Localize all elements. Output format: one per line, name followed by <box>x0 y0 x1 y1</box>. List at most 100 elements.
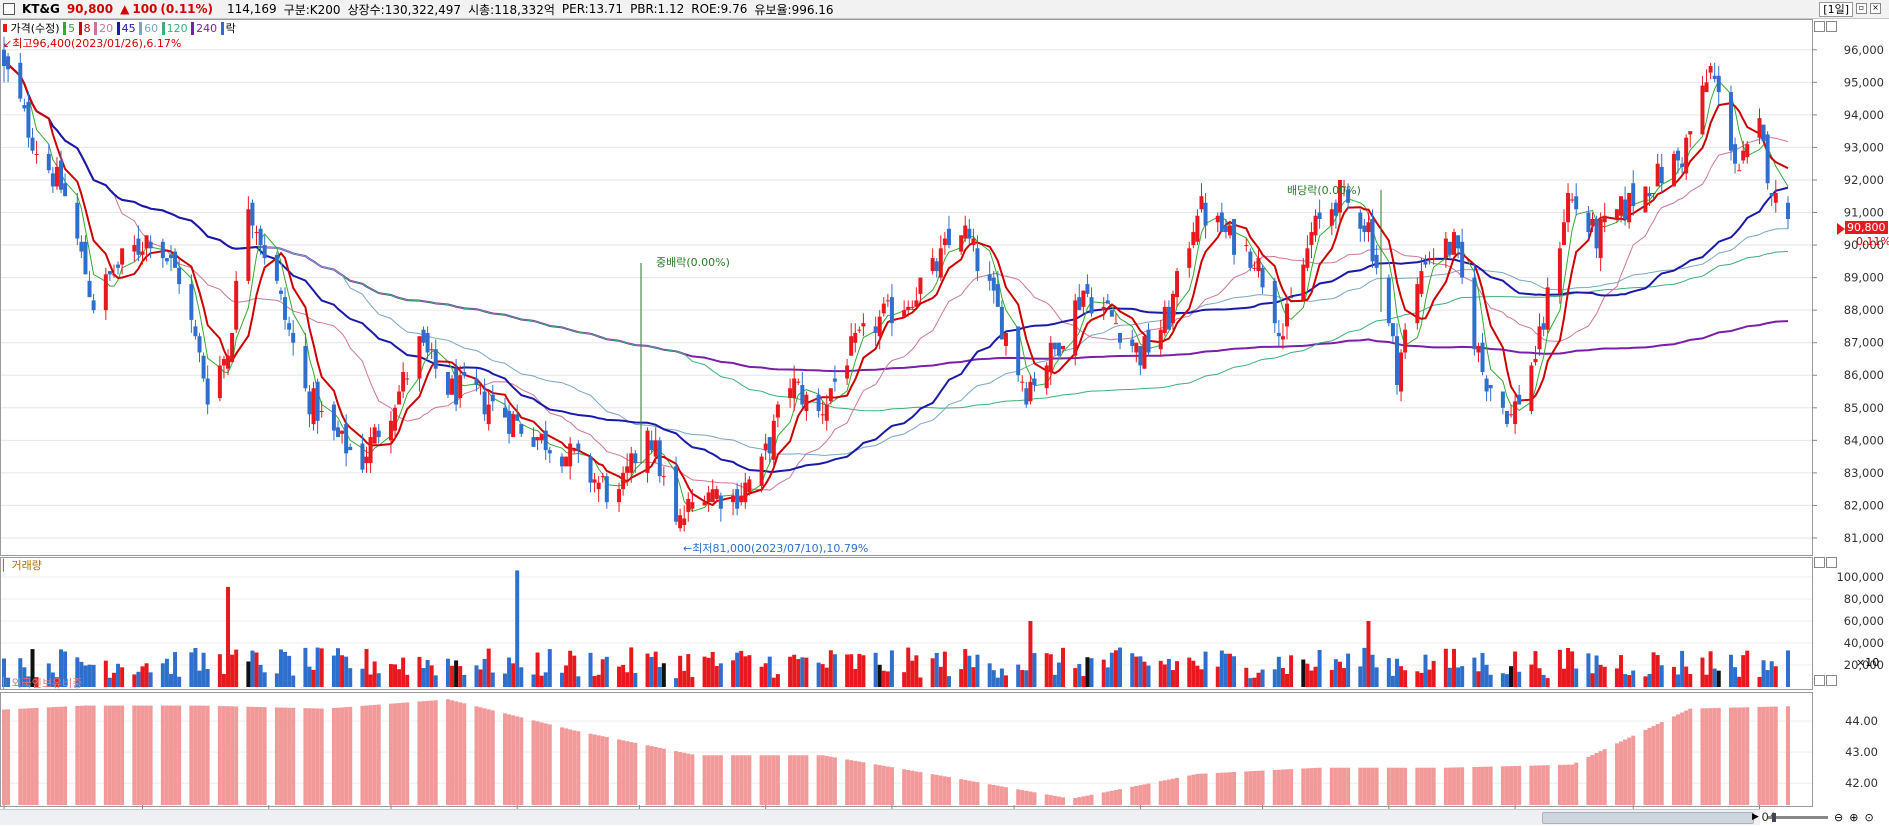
volume-grid <box>1 576 1812 666</box>
zoom-reset-icon[interactable]: ⊙ <box>1864 810 1874 824</box>
foreign-ownership-bar <box>535 721 540 805</box>
chart-canvas[interactable]: 96,000 95,000 94,000 93,000 92,000 91,000 90,0… <box>0 19 1889 826</box>
close-icon[interactable]: × <box>1870 3 1881 14</box>
foreign-ownership-bar <box>1256 770 1261 805</box>
high-note-text: 최고96,400(2023/01/26),6.17% <box>12 37 182 50</box>
volume-bar <box>1342 668 1347 687</box>
candlesticks[interactable] <box>2 36 1790 532</box>
volume-panel-button-close[interactable] <box>1826 557 1837 568</box>
minimize-icon[interactable]: ▫ <box>1856 3 1867 14</box>
candle-body <box>747 479 752 493</box>
volume-bar <box>1048 654 1053 687</box>
foreign-panel-button-close[interactable] <box>1826 675 1837 686</box>
candle-body <box>1415 284 1420 324</box>
foreign-ownership-bar <box>1594 753 1599 805</box>
select-checkbox[interactable] <box>3 3 15 15</box>
candle-body <box>572 450 577 452</box>
foreign-ownership-bar <box>576 731 581 805</box>
candle-body <box>120 248 125 265</box>
foreign-ownership-bar <box>234 706 239 805</box>
zoom-slider[interactable] <box>1768 812 1828 822</box>
stock-code[interactable]: KT&G <box>22 2 60 16</box>
panel-button-max[interactable] <box>1814 21 1825 32</box>
foreign-ownership-bar <box>674 751 679 805</box>
volume-bar <box>1170 670 1175 687</box>
volume-bar <box>1745 650 1750 687</box>
foreign-tick-label: 43.00 <box>1845 745 1878 759</box>
volume-bar <box>767 656 772 687</box>
candle-body <box>991 277 996 291</box>
foreign-ownership-bar <box>1684 710 1689 805</box>
volume-bar <box>564 665 569 687</box>
price-title: 가격(수정) <box>10 22 60 35</box>
candle-body <box>26 101 31 138</box>
volume-bar <box>111 672 116 687</box>
volume-bar <box>1260 669 1265 687</box>
foreign-ownership-bar <box>450 700 455 805</box>
foreign-ownership-bar <box>816 755 821 805</box>
foreign-ownership-bar <box>877 765 882 805</box>
volume-bar <box>1162 664 1167 687</box>
foreign-ownership-bar <box>572 730 577 805</box>
volume-bar <box>433 675 438 687</box>
volume-bar <box>674 678 679 687</box>
foreign-ownership-bars[interactable] <box>2 699 1790 805</box>
foreign-ownership-bar <box>1745 707 1750 805</box>
candle-body <box>1232 219 1237 255</box>
volume-bar <box>930 658 935 687</box>
volume-bar <box>885 671 890 687</box>
candle-body <box>853 332 858 343</box>
foreign-ownership-bar <box>1337 767 1342 805</box>
volume-bar <box>560 672 565 687</box>
foreign-ownership-bar <box>1517 765 1522 805</box>
volume-bar <box>1244 667 1249 687</box>
foreign-ownership-bar <box>796 755 801 805</box>
volume-bar <box>303 647 308 687</box>
foreign-ownership-bar <box>1472 767 1477 805</box>
candle-body <box>653 440 658 457</box>
volume-bar <box>653 651 658 687</box>
volume-bar <box>535 652 540 687</box>
panel-button-close[interactable] <box>1826 21 1837 32</box>
volume-bar <box>1109 652 1114 687</box>
candle-body <box>967 228 972 239</box>
volume-bar <box>160 663 165 687</box>
volume-bar <box>120 667 125 687</box>
candle-body <box>417 336 422 379</box>
candle-body <box>311 388 316 425</box>
candle-body <box>205 378 210 405</box>
scroll-thumb[interactable] <box>1542 812 1754 824</box>
candle-body <box>1529 365 1534 412</box>
foreign-ownership-bar <box>1175 777 1180 805</box>
foreign-ownership-bar <box>1113 789 1118 805</box>
foreign-ownership-bar <box>645 745 650 805</box>
volume-bars[interactable] <box>2 570 1790 687</box>
foreign-ownership-bar <box>735 755 740 805</box>
candle-body <box>34 153 39 155</box>
volume-bar <box>1480 653 1485 687</box>
volume-panel-button-max[interactable] <box>1814 557 1825 568</box>
candle-body <box>445 371 450 395</box>
foreign-ownership-bar <box>963 779 968 805</box>
candle-body <box>303 345 308 389</box>
zoom-out-icon[interactable]: ⊖ <box>1834 810 1844 824</box>
candle-body <box>539 433 544 441</box>
foreign-ownership-bar <box>1761 706 1766 805</box>
candle-body <box>258 228 263 246</box>
volume-bar <box>889 650 894 687</box>
foreign-panel-button-max[interactable] <box>1814 675 1825 686</box>
candle-body <box>507 411 512 434</box>
candle-body <box>22 105 27 109</box>
foreign-ownership-bar <box>1545 765 1550 805</box>
candle-body <box>1394 336 1399 386</box>
foreign-ownership-bar <box>1044 794 1049 805</box>
scroll-right-arrow-icon[interactable]: ▶ <box>1752 812 1759 822</box>
foreign-ownership-bar <box>1280 769 1285 805</box>
foreign-ownership-bar <box>1614 743 1619 805</box>
current-change-tag: 0.11% <box>1856 235 1889 248</box>
zoom-in-icon[interactable]: ⊕ <box>1849 810 1859 824</box>
period-selector-button[interactable]: [1일] <box>1819 2 1853 17</box>
horizontal-scrollbar[interactable]: ▶ <box>0 809 1760 825</box>
volume-bar <box>959 669 964 687</box>
candle-body <box>629 453 634 473</box>
